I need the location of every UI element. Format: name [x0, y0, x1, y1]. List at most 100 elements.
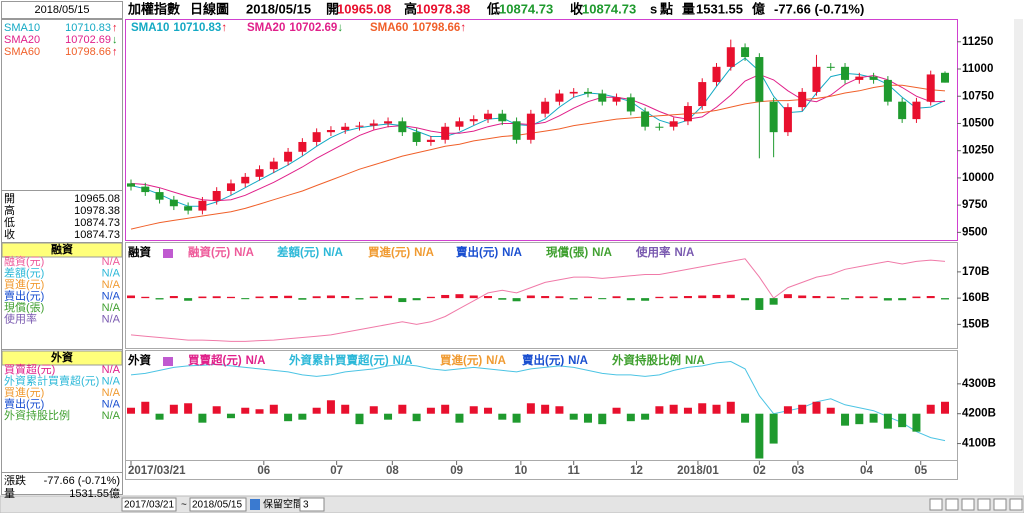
net-bar	[541, 296, 550, 299]
net-bar	[169, 404, 178, 414]
row-value: N/A	[102, 313, 121, 325]
tool-button[interactable]	[945, 498, 959, 511]
y-tick-label: 4200B	[962, 408, 996, 420]
reserve-icon[interactable]	[250, 499, 260, 510]
sma-name: SMA10	[4, 22, 40, 34]
ohlc-value: 10874.73	[74, 217, 120, 229]
row-label: 外資累計買賣超(元)	[4, 373, 99, 387]
candle-body	[198, 200, 207, 211]
net-bar	[184, 403, 193, 414]
net-bar	[241, 298, 250, 300]
tool-button[interactable]	[929, 498, 943, 511]
margin-icon[interactable]	[163, 249, 173, 258]
candle-body	[769, 101, 778, 133]
header-field: 億	[752, 1, 765, 16]
margin-pane	[125, 242, 958, 349]
start-input[interactable]	[121, 497, 177, 512]
net-bar	[184, 298, 193, 301]
net-bar	[783, 406, 792, 414]
candle-body	[426, 139, 435, 142]
candle-body	[369, 123, 378, 126]
sma-value: 10798.66	[65, 46, 111, 58]
y-tick-label: 9750	[962, 199, 988, 211]
net-bar	[512, 298, 521, 302]
y-tick-label: 160B	[962, 292, 990, 304]
net-bar	[241, 407, 250, 414]
pane-legend: 融資(元) N/A	[188, 245, 254, 259]
legend-value: N/A	[414, 247, 434, 259]
net-bar	[826, 407, 835, 414]
foreign-icon[interactable]	[163, 357, 173, 366]
net-bar	[255, 409, 264, 414]
net-bar	[912, 413, 921, 432]
net-bar	[798, 295, 807, 299]
end-input[interactable]	[189, 497, 247, 512]
candle-body	[298, 141, 307, 152]
candle-body	[384, 121, 393, 124]
x-tick-label: 2018/01	[677, 465, 719, 477]
net-bar	[198, 413, 207, 423]
net-bar	[555, 296, 564, 299]
tool-button[interactable]	[993, 498, 1007, 511]
scrollbar[interactable]	[1014, 19, 1023, 495]
row-label: 賣出(元)	[4, 288, 44, 302]
legend-value: N/A	[234, 247, 254, 259]
x-tick-label: 12	[630, 465, 643, 477]
net-bar	[698, 403, 707, 414]
legend-name: 使用率	[635, 245, 671, 259]
net-bar	[441, 404, 450, 414]
legend-value: N/A	[486, 355, 506, 367]
net-bar	[726, 294, 735, 299]
sma-arrow: ↓	[112, 34, 118, 46]
tool-button[interactable]	[961, 498, 975, 511]
candle-body	[755, 57, 764, 102]
candle-body	[912, 101, 921, 120]
net-bar	[426, 296, 435, 299]
candle-body	[284, 151, 293, 162]
candle-body	[926, 74, 935, 102]
row-value: N/A	[102, 375, 121, 387]
net-bar	[612, 296, 621, 299]
net-bar	[655, 406, 664, 414]
row-value: N/A	[102, 302, 121, 314]
toolbar-buttons	[929, 498, 1023, 511]
header-field: 高	[404, 1, 417, 16]
net-bar	[869, 296, 878, 299]
net-bar	[398, 404, 407, 414]
tool-button[interactable]	[1009, 498, 1023, 511]
header-field: 10965.08	[337, 1, 391, 16]
net-bar	[598, 413, 607, 425]
net-bar	[226, 413, 235, 419]
y-tick-label: 11250	[962, 36, 993, 48]
candle-body	[484, 113, 493, 120]
legend-value: N/A	[502, 247, 522, 259]
net-bar	[926, 296, 935, 299]
tool-button[interactable]	[977, 498, 991, 511]
net-bar	[698, 295, 707, 299]
net-bar	[312, 407, 321, 414]
net-bar	[569, 413, 578, 420]
y-tick-label: 4100B	[962, 438, 996, 450]
date-box	[1, 1, 123, 19]
header-field: 10874.73	[582, 1, 636, 16]
row-value: N/A	[102, 387, 121, 399]
pane-legend: 買進(元) N/A	[440, 353, 506, 367]
reserve-input[interactable]	[299, 497, 325, 512]
net-bar	[312, 296, 321, 299]
net-bar	[284, 413, 293, 422]
net-bar	[127, 295, 135, 299]
legend-name: 買進(元)	[440, 353, 482, 367]
legend-name: 買賣超(元)	[188, 353, 242, 367]
net-bar	[712, 294, 721, 299]
candle-body	[241, 176, 250, 184]
header-field: -77.66 (-0.71%)	[774, 1, 864, 16]
net-bar	[583, 296, 592, 299]
legend-value: N/A	[568, 355, 588, 367]
candle-body	[812, 66, 821, 92]
header-field: 收	[570, 1, 584, 16]
legend-name: 外資持股比例	[611, 353, 681, 367]
net-bar	[726, 401, 735, 414]
net-bar	[412, 413, 421, 422]
net-bar	[326, 400, 335, 414]
sma-legend-value: 10798.66	[412, 22, 460, 34]
